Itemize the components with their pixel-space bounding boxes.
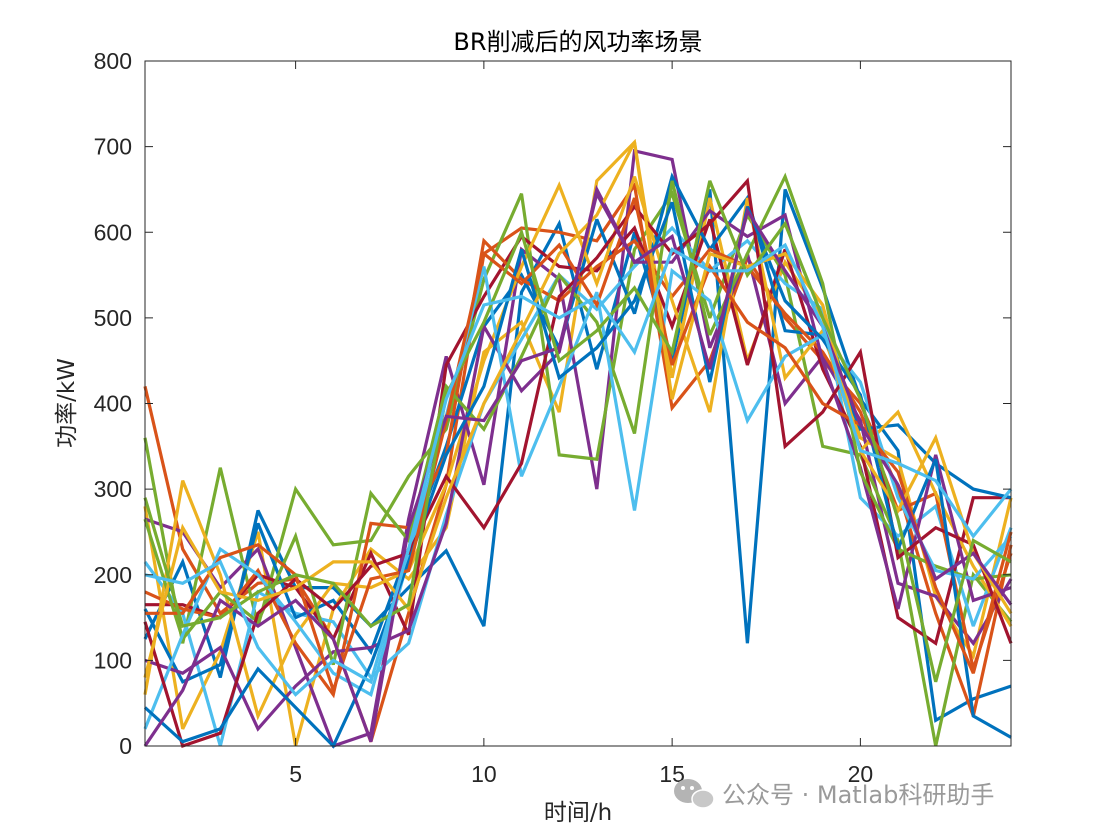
y-tick-label: 500 <box>94 305 132 331</box>
series-line-6 <box>143 225 1013 747</box>
x-axis-label: 时间/h <box>544 800 612 826</box>
y-tick-label: 800 <box>94 48 132 74</box>
watermark: 公众号 · Matlab科研助手 <box>674 779 994 809</box>
y-tick-label: 100 <box>94 647 132 673</box>
series-line-9 <box>144 237 1013 699</box>
chart-title: BR削减后的风功率场景 <box>453 28 702 56</box>
series-layer <box>143 138 1013 749</box>
y-tick-label: 300 <box>94 476 132 502</box>
wechat-icon <box>674 779 715 809</box>
series-line-18 <box>143 189 1013 747</box>
y-tick-label: 200 <box>94 562 132 588</box>
plot-area <box>145 61 1011 746</box>
axes-box <box>144 60 1012 747</box>
x-tick-label: 5 <box>289 761 302 787</box>
x-tick-label: 10 <box>471 761 497 787</box>
y-axis-label: 功率/kW <box>54 358 80 448</box>
series-line-17 <box>143 141 1013 678</box>
x-tick-label: 20 <box>848 761 874 787</box>
series-line-19 <box>143 180 1012 683</box>
series-line-13 <box>143 266 1013 730</box>
y-tick-label: 600 <box>94 219 132 245</box>
watermark-text: 公众号 · Matlab科研助手 <box>722 781 994 809</box>
y-tick-label: 0 <box>119 733 132 759</box>
series-line-12 <box>143 172 1012 666</box>
y-tick-label: 700 <box>94 134 132 160</box>
y-tick-label: 400 <box>94 391 132 417</box>
series-line-20 <box>144 242 1013 697</box>
